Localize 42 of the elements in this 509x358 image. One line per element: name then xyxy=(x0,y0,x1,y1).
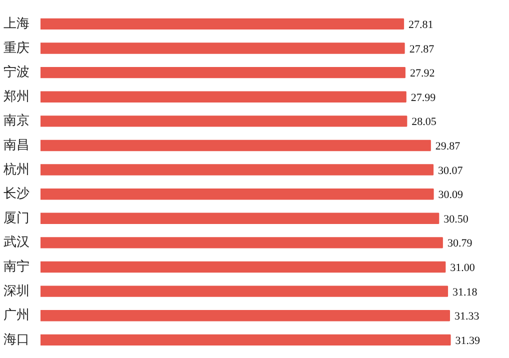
bar xyxy=(40,334,451,346)
y-tick-label: 宁波 xyxy=(4,64,30,80)
y-tick-label: 海口 xyxy=(4,332,30,348)
data-label: 31.39 xyxy=(455,334,481,347)
bar xyxy=(40,188,434,200)
data-label: 27.92 xyxy=(410,68,435,80)
bar xyxy=(40,66,406,78)
y-tick-label: 杭州 xyxy=(2,162,30,178)
y-tick-label: 南昌 xyxy=(4,138,30,153)
bar xyxy=(40,42,405,54)
data-label: 30.07 xyxy=(438,164,464,177)
bar xyxy=(40,116,408,127)
bar xyxy=(40,140,431,152)
data-label: 31.00 xyxy=(450,262,476,274)
bar xyxy=(40,261,446,273)
bar xyxy=(40,237,443,248)
bar xyxy=(40,164,434,176)
y-tick-label: 厦门 xyxy=(4,210,30,226)
data-label: 30.50 xyxy=(444,213,469,226)
bar xyxy=(40,310,450,322)
bar xyxy=(40,212,440,224)
y-tick-label: 南宁 xyxy=(4,258,30,274)
data-label: 27.99 xyxy=(410,92,436,104)
data-label: 31.18 xyxy=(452,286,478,298)
y-tick-label: 广州 xyxy=(4,308,30,324)
data-label: 30.79 xyxy=(447,238,473,250)
y-tick-label: 重庆 xyxy=(4,40,30,56)
data-label: 27.87 xyxy=(409,43,435,56)
y-tick-label: 上海 xyxy=(4,16,30,32)
data-label: 30.09 xyxy=(438,189,464,202)
y-tick-label: 武汉 xyxy=(4,235,30,250)
data-label: 27.81 xyxy=(408,18,434,31)
y-tick-label: 深圳 xyxy=(4,284,30,299)
bar xyxy=(40,91,406,102)
y-tick-label: 长沙 xyxy=(4,186,30,202)
y-tick-label: 郑州 xyxy=(4,89,30,104)
bar xyxy=(40,18,404,30)
data-label: 31.33 xyxy=(454,310,480,323)
y-tick-label: 南京 xyxy=(4,114,30,129)
data-label: 28.05 xyxy=(412,116,437,128)
bar xyxy=(40,286,448,297)
data-label: 29.87 xyxy=(435,140,461,152)
